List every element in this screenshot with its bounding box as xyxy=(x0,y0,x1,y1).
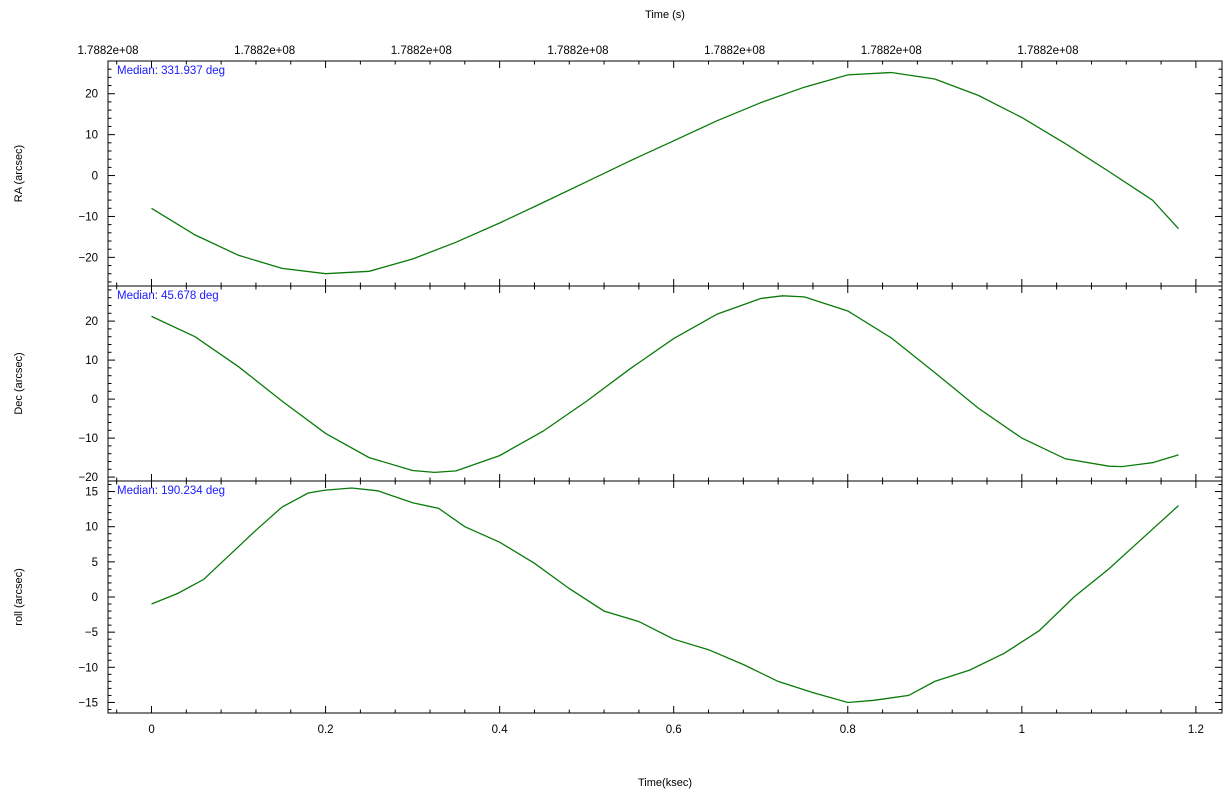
panel-dec: −20 −10 0 10 20 Dec (arcsec) Median: 45.678 de… xyxy=(13,285,1223,484)
panel-frame xyxy=(107,285,1223,482)
top-tick-label: 1.7882e+08 xyxy=(391,45,452,57)
median-annotation: Median: 190.234 deg xyxy=(117,485,225,497)
bottom-axis-ticks: 0 0.2 0.4 0.6 0.8 1 1.2 xyxy=(148,724,1204,736)
x-tick-label: 0.2 xyxy=(318,724,334,736)
y-tick-label: 0 xyxy=(92,394,98,406)
y-axis-label: roll (arcsec) xyxy=(13,568,25,625)
series-line-roll xyxy=(151,487,1179,704)
y-tick-label: −5 xyxy=(85,627,98,639)
x-tick-label: 1.2 xyxy=(1188,724,1204,736)
series-line-ra xyxy=(151,71,1179,275)
x-tick-label: 0.8 xyxy=(840,724,856,736)
panel-ra: −20 −10 0 10 20 RA (arcsec) Median: 331.937 de… xyxy=(13,60,1223,287)
x-tick-label: 0.4 xyxy=(492,724,509,736)
y-tick-label: 10 xyxy=(85,522,98,534)
y-axis-label: RA (arcsec) xyxy=(13,145,25,202)
top-tick-label: 1.7882e+08 xyxy=(77,45,138,57)
y-tick-label: 0 xyxy=(92,592,98,604)
y-tick-label: −15 xyxy=(78,697,98,709)
top-tick-label: 1.7882e+08 xyxy=(547,45,608,57)
y-tick-label: −10 xyxy=(78,662,98,674)
y-axis-label: Dec (arcsec) xyxy=(13,352,25,414)
y-tick-label: 15 xyxy=(85,487,98,499)
y-tick-label: −10 xyxy=(78,211,98,223)
y-tick-label: 20 xyxy=(85,316,98,328)
y-tick-label: 0 xyxy=(92,171,98,183)
y-tick-label: 20 xyxy=(85,89,98,101)
top-tick-label: 1.7882e+08 xyxy=(234,45,295,57)
top-axis-title: Time (s) xyxy=(645,9,685,21)
top-tick-label: 1.7882e+08 xyxy=(1017,45,1078,57)
y-tick-label: 10 xyxy=(85,355,98,367)
panel-frame xyxy=(107,480,1223,714)
y-tick-label: −10 xyxy=(78,433,98,445)
median-annotation: Median: 45.678 deg xyxy=(117,290,219,302)
series-line-dec xyxy=(151,295,1179,474)
y-tick-label: 5 xyxy=(92,557,98,569)
y-tick-label: −20 xyxy=(78,252,98,264)
x-tick-label: 0 xyxy=(148,724,154,736)
top-tick-label: 1.7882e+08 xyxy=(861,45,922,57)
top-axis-ticks: 1.7882e+08 1.7882e+08 1.7882e+08 1.7882e+08… xyxy=(77,45,1078,57)
x-tick-label: 1 xyxy=(1019,724,1025,736)
panel-roll: −15 −10 −5 0 5 10 15 roll (arcsec) Median: 190.2… xyxy=(13,480,1223,714)
y-tick-label: −20 xyxy=(78,472,98,484)
panels: −20 −10 0 10 20 RA (arcsec) Median: 331.937 de… xyxy=(13,60,1223,714)
x-tick-label: 0.6 xyxy=(666,724,682,736)
median-annotation: Median: 331.937 deg xyxy=(117,65,225,77)
top-tick-label: 1.7882e+08 xyxy=(704,45,765,57)
x-axis-title: Time(ksec) xyxy=(638,777,692,789)
y-tick-label: 10 xyxy=(85,130,98,142)
panel-frame xyxy=(107,60,1223,287)
